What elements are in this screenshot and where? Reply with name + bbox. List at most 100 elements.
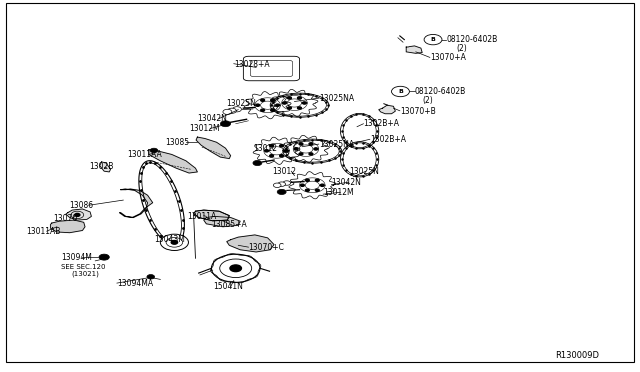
Circle shape — [299, 143, 303, 145]
Circle shape — [392, 86, 410, 97]
Text: 13025N: 13025N — [349, 167, 379, 176]
Circle shape — [287, 107, 291, 109]
Text: (2): (2) — [422, 96, 433, 105]
Text: 13070: 13070 — [53, 214, 77, 223]
Polygon shape — [406, 46, 422, 53]
Circle shape — [316, 189, 319, 191]
Text: B: B — [398, 89, 403, 94]
Text: 13094M: 13094M — [61, 253, 92, 262]
Circle shape — [283, 181, 291, 185]
Circle shape — [273, 183, 281, 187]
Polygon shape — [66, 209, 92, 220]
Circle shape — [172, 240, 177, 244]
Text: 13042N: 13042N — [197, 114, 227, 123]
Text: 15041N: 15041N — [212, 282, 243, 291]
Polygon shape — [244, 92, 291, 119]
Polygon shape — [149, 150, 197, 173]
Circle shape — [232, 107, 241, 112]
Circle shape — [147, 275, 155, 279]
FancyBboxPatch shape — [243, 56, 300, 81]
Text: R130009D: R130009D — [555, 351, 599, 360]
Circle shape — [314, 148, 318, 150]
Circle shape — [299, 153, 303, 155]
Text: 08120-6402B: 08120-6402B — [447, 35, 498, 44]
Circle shape — [260, 99, 264, 101]
Circle shape — [260, 109, 264, 111]
Polygon shape — [51, 220, 85, 233]
Text: 13042N: 13042N — [332, 178, 362, 187]
Circle shape — [316, 179, 319, 182]
Circle shape — [227, 108, 236, 113]
Polygon shape — [227, 235, 274, 252]
Polygon shape — [204, 217, 240, 227]
Circle shape — [211, 254, 260, 282]
Circle shape — [300, 184, 304, 186]
Text: 13070+C: 13070+C — [248, 243, 284, 251]
Circle shape — [253, 160, 262, 166]
Circle shape — [285, 150, 289, 152]
Text: 13011AB: 13011AB — [26, 227, 61, 236]
Circle shape — [166, 237, 182, 247]
Circle shape — [271, 99, 275, 101]
Circle shape — [298, 97, 301, 99]
Text: 13085+A: 13085+A — [211, 221, 247, 230]
Text: (13021): (13021) — [71, 271, 99, 278]
Text: 13025NA: 13025NA — [319, 140, 354, 149]
Circle shape — [309, 153, 313, 155]
Circle shape — [303, 102, 307, 104]
Circle shape — [283, 102, 287, 104]
Circle shape — [276, 104, 280, 106]
Text: 13011AA: 13011AA — [127, 150, 162, 159]
Circle shape — [287, 97, 291, 99]
Circle shape — [305, 189, 309, 191]
Text: 1302B: 1302B — [89, 162, 113, 171]
Circle shape — [280, 155, 284, 157]
Text: 13012M: 13012M — [323, 188, 354, 197]
Text: 13012: 13012 — [272, 167, 296, 176]
Circle shape — [305, 179, 309, 182]
Circle shape — [269, 145, 273, 147]
Polygon shape — [271, 89, 318, 116]
Circle shape — [277, 189, 286, 195]
Text: 13094MA: 13094MA — [117, 279, 153, 288]
Text: 13012M: 13012M — [189, 124, 220, 133]
Polygon shape — [193, 210, 229, 221]
Circle shape — [220, 259, 252, 278]
Circle shape — [223, 109, 232, 115]
Polygon shape — [253, 137, 300, 164]
Polygon shape — [196, 137, 230, 158]
Circle shape — [278, 182, 285, 186]
Circle shape — [161, 234, 188, 250]
Circle shape — [298, 107, 301, 109]
Circle shape — [321, 184, 324, 186]
Polygon shape — [282, 135, 330, 163]
Text: B: B — [431, 37, 435, 42]
Circle shape — [265, 150, 269, 152]
Polygon shape — [289, 171, 336, 199]
Text: 08120-6402B: 08120-6402B — [415, 87, 466, 96]
Polygon shape — [120, 189, 153, 218]
Text: SEE SEC.120: SEE SEC.120 — [61, 264, 106, 270]
Circle shape — [150, 148, 158, 153]
Text: 13028+A: 13028+A — [234, 60, 269, 69]
Circle shape — [271, 109, 275, 111]
Text: 13070+B: 13070+B — [400, 107, 436, 116]
Text: 13025NA: 13025NA — [319, 94, 354, 103]
Circle shape — [269, 155, 273, 157]
Circle shape — [99, 254, 109, 260]
Text: 1302B+A: 1302B+A — [364, 119, 399, 128]
Text: 13012: 13012 — [253, 144, 277, 153]
Text: 13086: 13086 — [70, 201, 94, 210]
Circle shape — [309, 143, 313, 145]
Circle shape — [230, 265, 241, 272]
Polygon shape — [379, 105, 396, 114]
Text: 13085: 13085 — [166, 138, 189, 147]
Circle shape — [294, 148, 298, 150]
Polygon shape — [100, 162, 111, 172]
Text: (2): (2) — [456, 44, 467, 52]
Text: 15043M: 15043M — [154, 235, 185, 244]
Circle shape — [75, 214, 80, 217]
Text: 1302B+A: 1302B+A — [370, 135, 406, 144]
Text: 13025N: 13025N — [226, 99, 256, 108]
Text: 13011A: 13011A — [187, 212, 216, 221]
